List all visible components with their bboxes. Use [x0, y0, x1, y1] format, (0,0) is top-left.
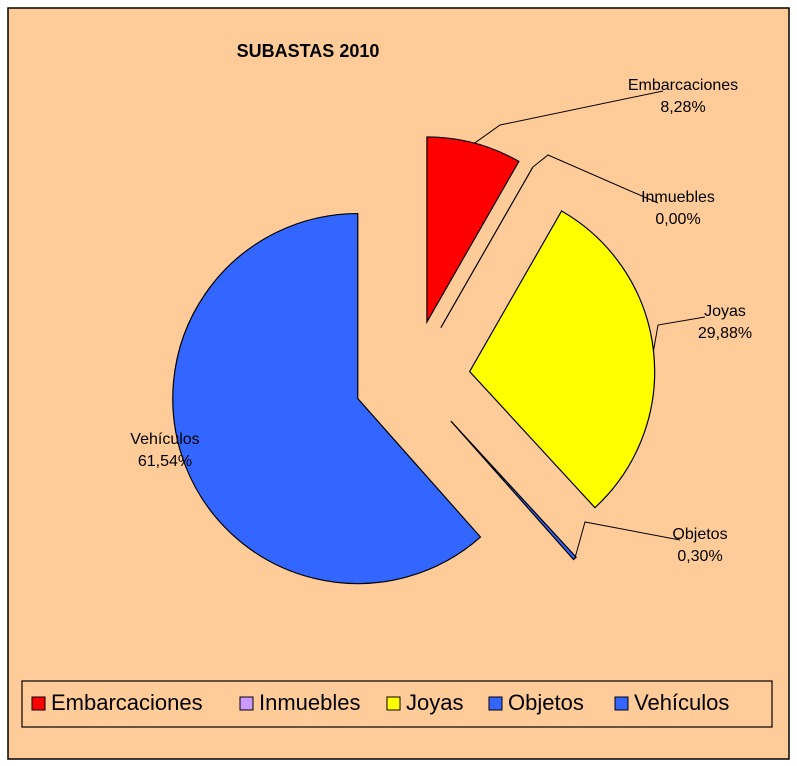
- legend-label: Objetos: [508, 690, 584, 715]
- legend-swatch: [386, 696, 401, 711]
- slice-label: Embarcaciones: [628, 77, 738, 94]
- pie-slice: [440, 166, 534, 328]
- legend-swatch: [31, 696, 46, 711]
- leader-line: [532, 154, 659, 204]
- pie-slice: [172, 212, 482, 585]
- legend-label: Inmuebles: [259, 690, 361, 715]
- chart-title: SUBASTAS 2010: [237, 41, 380, 61]
- legend-swatch: [614, 696, 629, 711]
- slice-value-label: 8,28%: [660, 99, 705, 116]
- legend-label: Joyas: [406, 690, 463, 715]
- legend-swatch: [239, 696, 254, 711]
- slice-value-label: 0,00%: [655, 211, 700, 228]
- leader-line: [474, 90, 664, 144]
- pie-slice: [426, 136, 520, 325]
- slice-label: Joyas: [704, 303, 746, 320]
- legend-label: Vehículos: [634, 690, 729, 715]
- slice-value-label: 29,88%: [698, 325, 752, 342]
- slice-label: Vehículos: [130, 431, 199, 448]
- legend-label: Embarcaciones: [51, 690, 203, 715]
- slice-value-label: 0,30%: [677, 548, 722, 565]
- chart-area: [7, 7, 790, 760]
- pie-slice: [468, 210, 656, 509]
- legend-swatch: [488, 696, 503, 711]
- leader-line: [652, 316, 706, 351]
- slice-label: Inmuebles: [641, 189, 715, 206]
- leader-line: [574, 521, 681, 559]
- slice-label: Objetos: [672, 526, 727, 543]
- slice-value-label: 61,54%: [138, 453, 192, 470]
